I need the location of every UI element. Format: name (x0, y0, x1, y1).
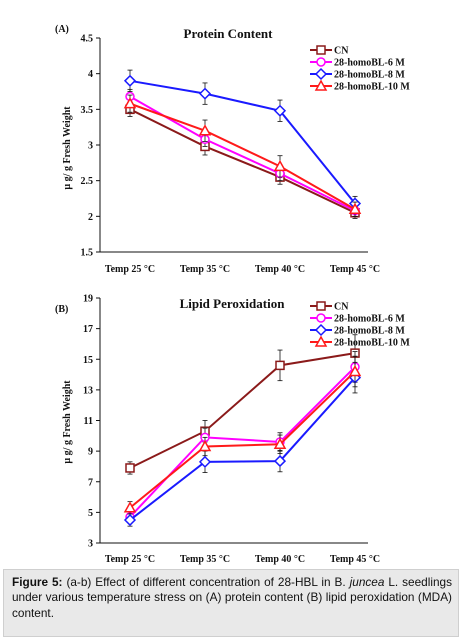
caption-text-a: (a-b) Effect of different concentration … (66, 575, 346, 589)
series-line (129, 79, 356, 205)
chart-panel-b: (B) Lipid Peroxidation 3 5 7 9 11 13 15 17 19 Temp … (55, 294, 410, 566)
y-tick-label: 15 (83, 355, 93, 366)
x-tick-label: Temp 35 °C (180, 264, 230, 275)
data-point (273, 159, 287, 172)
legend-label: 28-homoBL-6 M (334, 314, 405, 325)
y-tick-label: 17 (83, 324, 93, 335)
data-point (123, 513, 137, 527)
data-point (348, 202, 362, 214)
data-point (314, 79, 328, 91)
y-tick-label: 1.5 (81, 248, 94, 259)
chart-title: Protein Content (184, 26, 274, 41)
legend-label: 28-homoBL-6 M (334, 58, 405, 69)
data-point (198, 455, 212, 468)
panel-label: (B) (55, 304, 68, 315)
data-point (123, 74, 137, 87)
series-line (129, 108, 356, 214)
series-line (129, 352, 356, 469)
x-tick-label: Temp 35 °C (180, 554, 230, 565)
series-0 (125, 334, 360, 475)
data-point (198, 439, 212, 452)
data-point (316, 57, 326, 67)
x-tick-label: Temp 45 °C (330, 554, 380, 565)
series-3 (123, 355, 362, 515)
legend-label: CN (334, 46, 349, 57)
caption-label: Figure 5: (12, 575, 63, 589)
chart-panel-a: (A) Protein Content 1.5 2 2.5 3 3.5 4 4.5 Temp 25… (55, 24, 410, 275)
x-tick-label: Temp 45 °C (330, 264, 380, 275)
y-axis-label: µ g/ g Fresh Weight (62, 106, 73, 190)
legend-label: 28-homoBL-10 M (334, 338, 410, 349)
data-point (123, 97, 137, 109)
data-point (123, 501, 137, 513)
caption-italic: juncea (349, 575, 385, 589)
series-line (129, 370, 356, 509)
data-point (314, 67, 328, 81)
data-point (273, 104, 287, 117)
data-point (314, 335, 328, 347)
panel-label: (A) (55, 24, 69, 35)
data-point (198, 87, 212, 100)
series-1 (125, 351, 360, 524)
y-tick-label: 2.5 (81, 176, 94, 187)
data-point (198, 124, 212, 136)
legend-label: 28-homoBL-10 M (334, 82, 410, 93)
data-point (275, 360, 285, 371)
x-tick-label: Temp 25 °C (105, 264, 155, 275)
data-point (316, 313, 326, 323)
figure-caption: Figure 5: (a-b) Effect of different conc… (3, 569, 459, 637)
data-point (348, 364, 362, 377)
series-3 (123, 94, 362, 217)
series-0 (125, 101, 360, 219)
y-tick-label: 7 (88, 477, 93, 488)
data-point (314, 323, 328, 337)
y-tick-label: 4.5 (81, 34, 94, 45)
caption-text-b: L. seedlings under various temperature s… (12, 575, 452, 620)
data-point (316, 301, 326, 311)
y-tick-label: 19 (83, 294, 93, 305)
y-tick-label: 2 (88, 212, 93, 223)
y-axis-label: µ g/ g Fresh Weight (62, 380, 73, 464)
series-2 (123, 69, 362, 212)
y-tick-label: 3 (88, 539, 93, 550)
data-point (316, 45, 326, 55)
series-line (129, 95, 356, 212)
x-tick-label: Temp 25 °C (105, 554, 155, 565)
legend-label: CN (334, 302, 349, 313)
y-tick-label: 5 (88, 508, 93, 519)
chart-title: Lipid Peroxidation (180, 296, 286, 311)
legend-label: 28-homoBL-8 M (334, 70, 405, 81)
series-line (129, 376, 356, 521)
data-point (273, 455, 287, 468)
y-tick-label: 4 (88, 69, 93, 80)
data-point (125, 463, 135, 473)
y-tick-label: 13 (83, 385, 93, 396)
x-tick-label: Temp 40 °C (255, 554, 305, 565)
series-2 (123, 361, 362, 527)
y-tick-label: 9 (88, 447, 93, 458)
data-point (273, 437, 287, 449)
y-tick-label: 3.5 (81, 105, 94, 116)
y-tick-label: 11 (84, 416, 93, 427)
series-line (129, 102, 356, 211)
legend-label: 28-homoBL-8 M (334, 326, 405, 337)
y-tick-label: 3 (88, 141, 93, 152)
x-tick-label: Temp 40 °C (255, 264, 305, 275)
